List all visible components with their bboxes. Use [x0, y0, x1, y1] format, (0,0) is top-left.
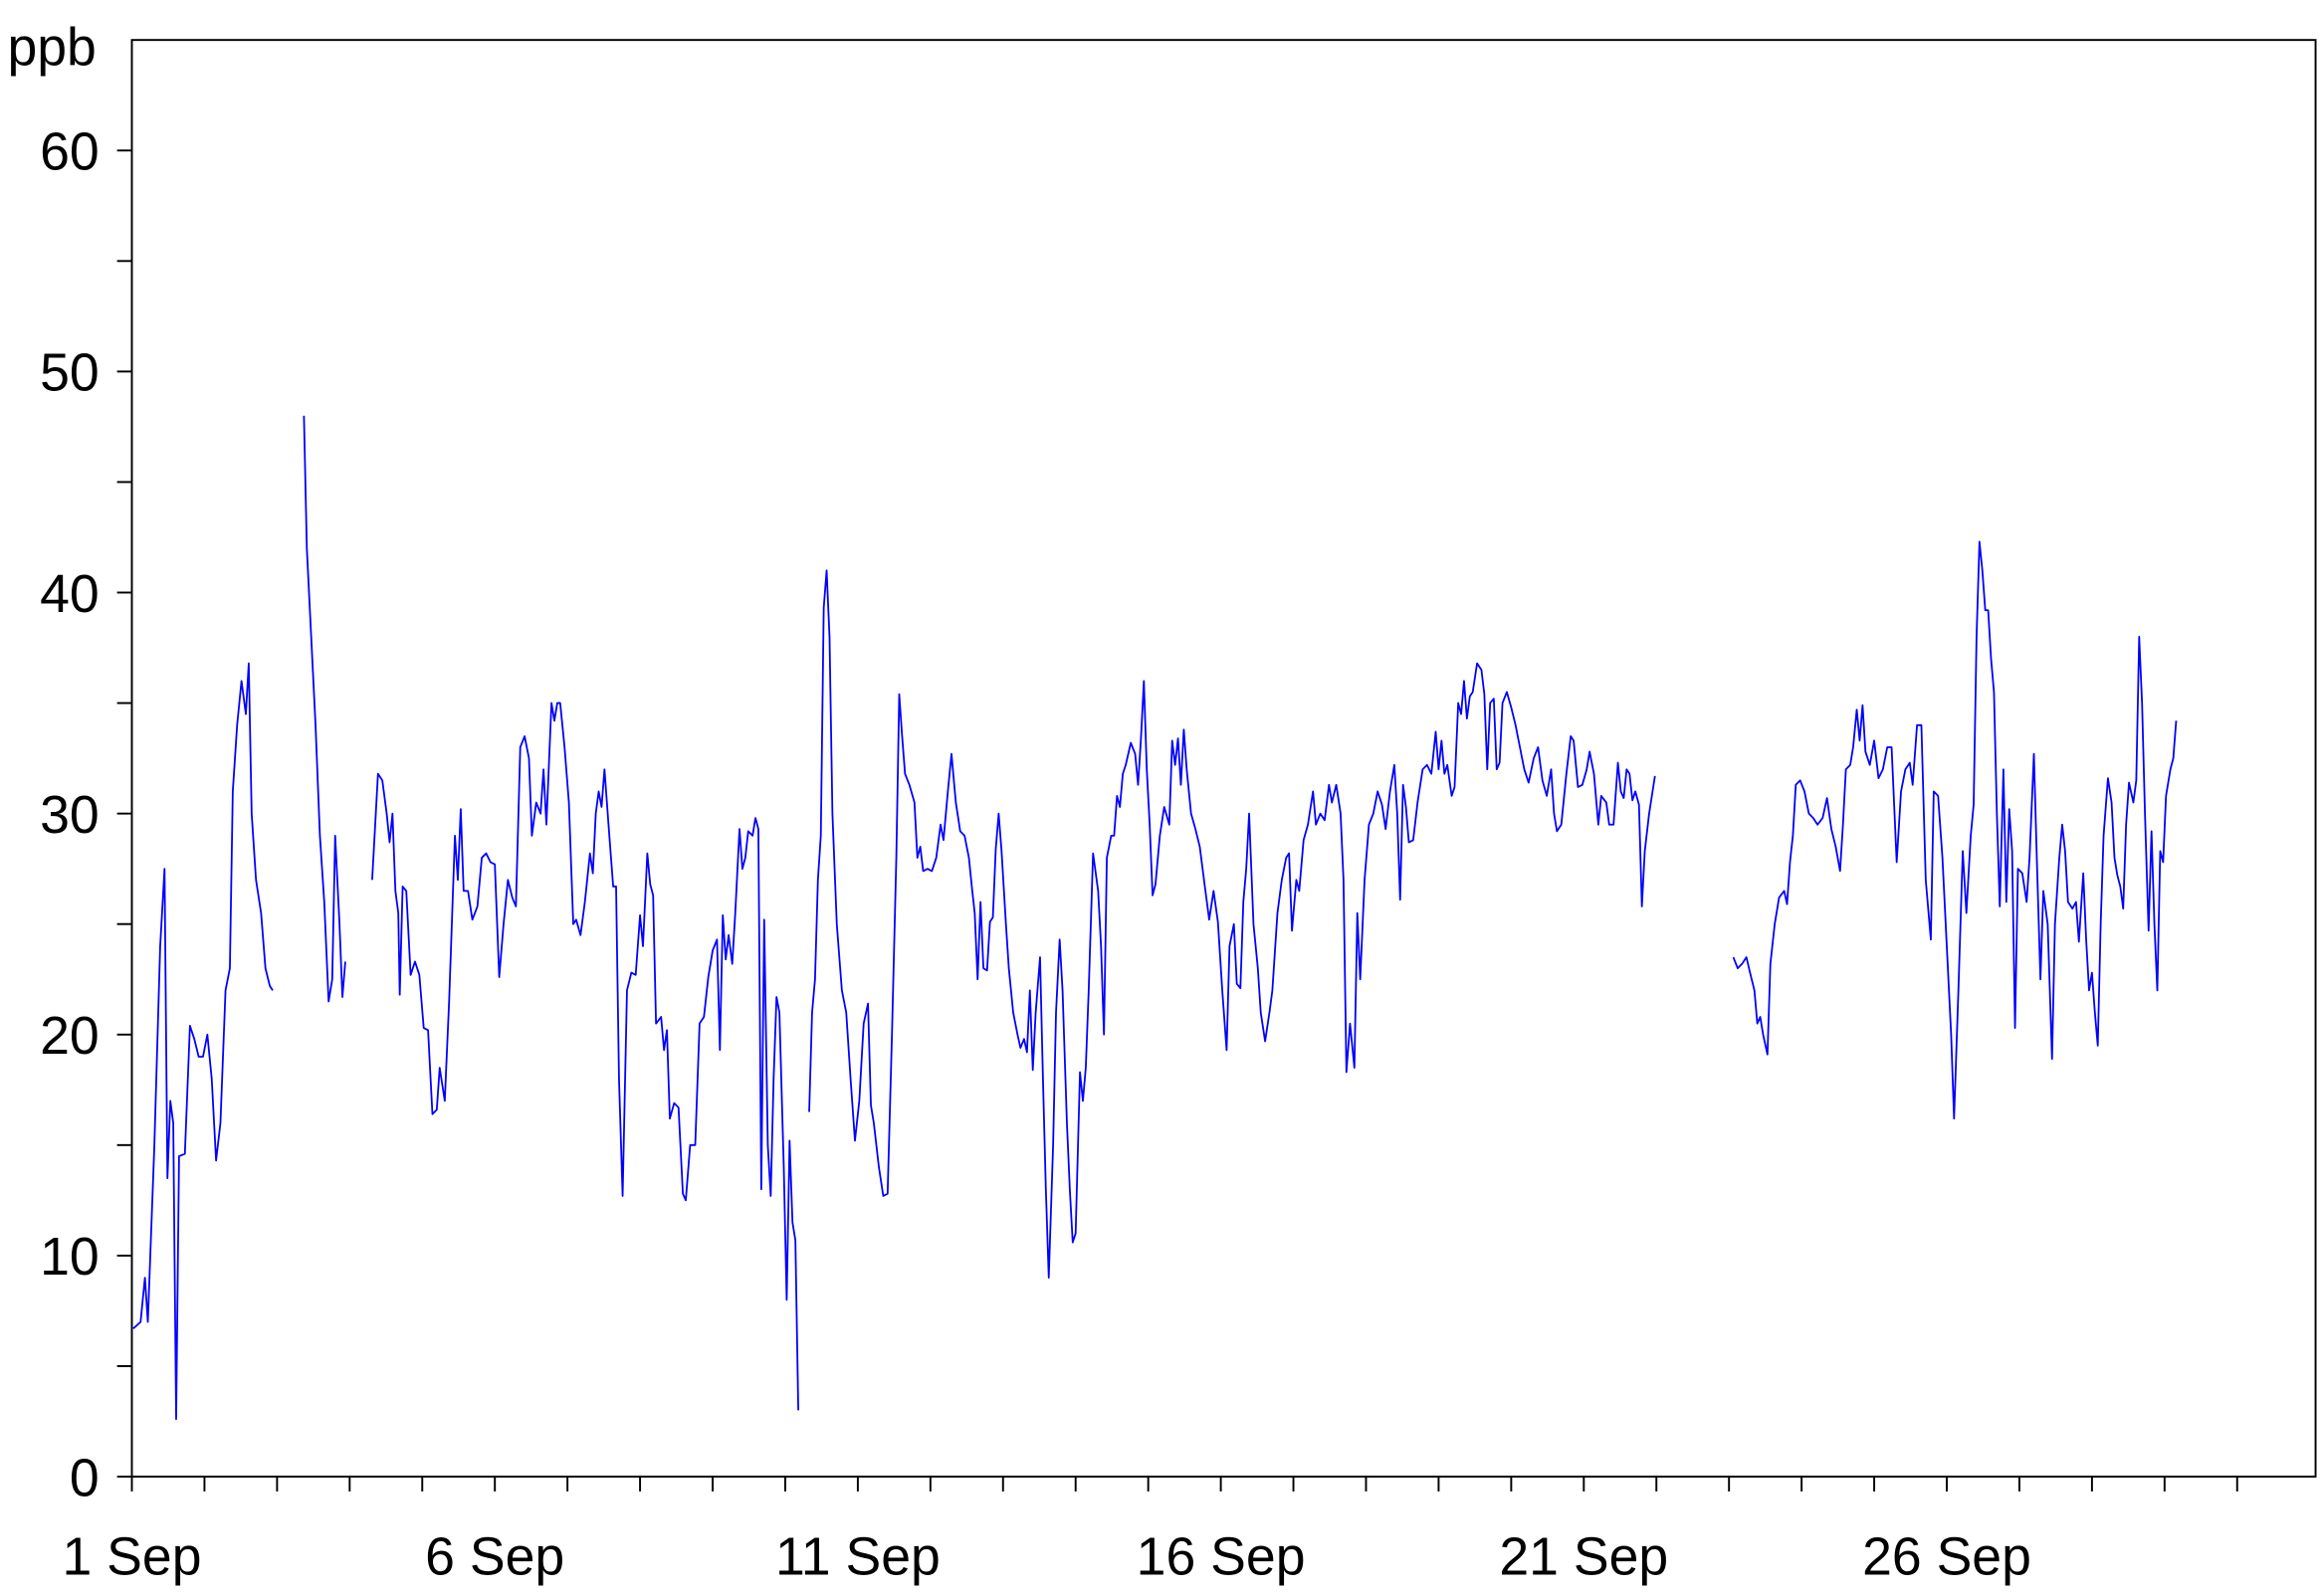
x-tick-label: 26 Sep	[1862, 1526, 2031, 1586]
y-tick-label: 30	[40, 785, 100, 845]
y-tick-label: 60	[40, 122, 100, 182]
data-line	[132, 415, 2178, 1421]
y-tick-label: 50	[40, 343, 100, 403]
y-tick-label: 0	[70, 1448, 100, 1507]
x-tick-label: 1 Sep	[62, 1526, 201, 1586]
y-tick-label: 10	[40, 1227, 100, 1287]
x-tick-label: 11 Sep	[775, 1526, 941, 1586]
y-axis-label: ppb	[7, 17, 96, 77]
x-tick-label: 6 Sep	[425, 1526, 564, 1586]
y-tick-label: 40	[40, 564, 100, 624]
x-tick-label: 16 Sep	[1137, 1526, 1306, 1586]
y-tick-label: 20	[40, 1006, 100, 1066]
x-tick-label: 21 Sep	[1499, 1526, 1668, 1586]
plot-frame	[130, 39, 2317, 1478]
